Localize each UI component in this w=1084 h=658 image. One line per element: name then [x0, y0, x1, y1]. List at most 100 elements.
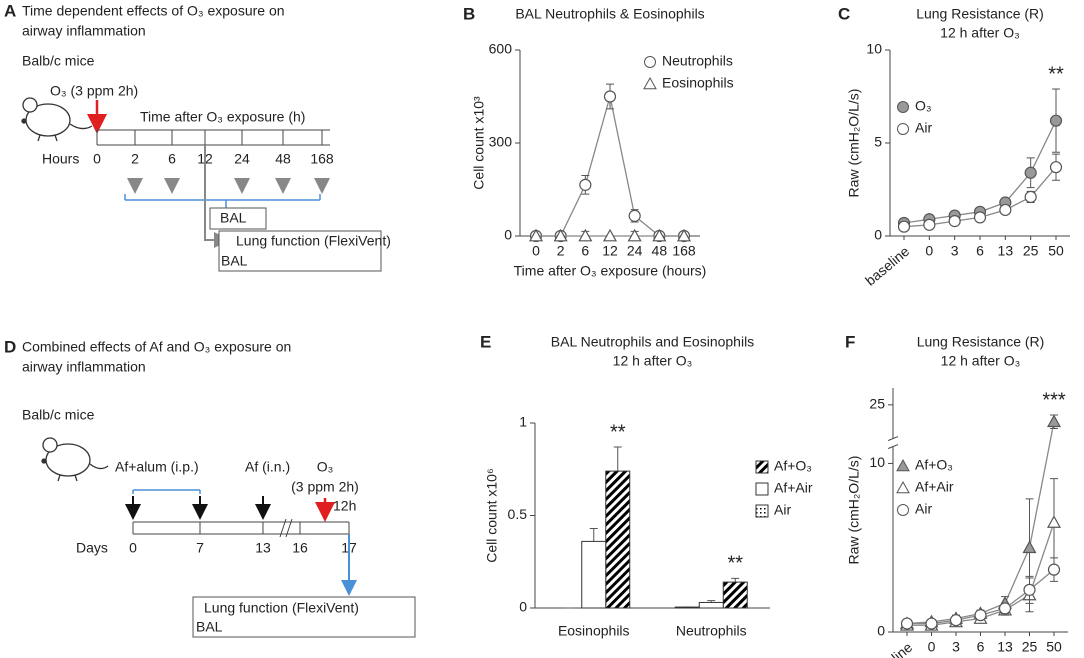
exposure: O₃ (3 ppm 2h) [50, 83, 138, 99]
marker [602, 228, 618, 242]
y-tick-label: 300 [489, 134, 513, 150]
x-tick-label: 13 [998, 243, 1014, 259]
timeline-label: Time after O₃ exposure (h) [140, 109, 305, 125]
marker [627, 228, 642, 242]
box [192, 596, 416, 638]
x-tick-label: 0 [925, 243, 933, 259]
x-tick-label: 24 [627, 243, 643, 259]
x-tick-label: 48 [652, 243, 668, 259]
marker [974, 609, 987, 622]
marker [628, 209, 641, 222]
legend-marker [897, 101, 909, 113]
marker [923, 218, 936, 231]
x-tick-label: 168 [672, 243, 696, 259]
panel-label: B [463, 4, 475, 23]
mouse-icon [21, 97, 93, 142]
bracket [132, 489, 201, 494]
x-tick-label: 25 [1022, 639, 1038, 655]
y-tick-label: 10 [869, 454, 885, 470]
legend-label: Air [774, 502, 791, 518]
legend-label: Af+O₃ [915, 457, 953, 473]
x-tick-label: 13 [997, 639, 1013, 655]
marker [553, 228, 568, 242]
x-tick-label: Neutrophils [676, 623, 747, 639]
legend-label: O₃ [915, 98, 932, 114]
sensitization: Af+alum (i.p.) [115, 459, 199, 475]
x-tick-label: 12 [602, 243, 618, 259]
annotation: ** [1048, 63, 1064, 85]
chart-subtitle: 12 h after O₃ [613, 353, 693, 369]
marker [578, 228, 593, 242]
legend-label: Af+Air [915, 479, 954, 495]
y-tick-label: 0 [519, 599, 527, 615]
title-line: Combined effects of Af and O₃ exposure o… [22, 339, 291, 355]
timeline [132, 518, 350, 538]
marker [676, 228, 692, 242]
exposure: O₃ [317, 459, 334, 475]
marker [1046, 414, 1062, 428]
x-tick-label: 3 [952, 639, 960, 655]
chart-title: Lung Resistance (R) [917, 334, 1045, 350]
chart-title: Lung Resistance (R) [916, 6, 1044, 22]
marker [1049, 161, 1063, 174]
error-bar [613, 446, 622, 472]
series-line [536, 96, 684, 237]
delay: 12h [333, 498, 356, 514]
y-tick-label: 0 [504, 227, 512, 243]
legend-marker [643, 76, 657, 90]
marker [579, 178, 592, 191]
y-tick-label: 0.5 [508, 506, 528, 522]
marker [1024, 166, 1037, 179]
chart-title: BAL Neutrophils & Eosinophils [515, 6, 704, 22]
axis-break [887, 436, 899, 450]
marker [603, 90, 617, 103]
box [218, 230, 382, 272]
annotation: ** [610, 421, 626, 443]
marker [949, 614, 963, 627]
legend-marker [897, 504, 909, 516]
title-line: airway inflammation [22, 359, 146, 375]
x-tick-label: 3 [951, 243, 959, 259]
bar [581, 540, 607, 609]
time-label: 48 [275, 151, 291, 167]
time-label: 6 [168, 151, 176, 167]
x-tick-label: baseline [865, 639, 915, 658]
chart-subtitle: 12 h after O₃ [940, 25, 1020, 41]
bar [605, 470, 631, 609]
sample-arrows [127, 178, 330, 194]
day-label: 13 [255, 540, 271, 556]
subject: Balb/c mice [22, 53, 95, 69]
x-tick-label: baseline [862, 243, 912, 289]
marker [925, 617, 938, 630]
bracket [124, 194, 321, 208]
legend-marker [897, 123, 909, 135]
marker [652, 228, 667, 242]
title-line: airway inflammation [22, 23, 146, 39]
marker [1024, 190, 1037, 204]
marker [998, 602, 1012, 615]
legend-label: Air [915, 120, 932, 136]
x-tick-label: 6 [977, 639, 985, 655]
axis-label: Hours [42, 151, 79, 167]
challenge: Af (i.n.) [245, 459, 290, 475]
error-bar [589, 527, 598, 542]
legend-marker [896, 480, 910, 494]
x-tick-label: 50 [1046, 639, 1062, 655]
marker [897, 220, 911, 233]
y-axis-label: Cell count x10⁶ [484, 468, 500, 562]
chart-subtitle: 12 h after O₃ [941, 353, 1021, 369]
marker [948, 215, 961, 228]
panel-label: F [845, 332, 855, 351]
marker [900, 617, 914, 630]
legend-label: Neutrophils [662, 53, 733, 69]
x-axis-label: Time after O₃ exposure (hours) [514, 263, 707, 279]
marker [1022, 540, 1037, 554]
y-tick-label: 10 [866, 41, 882, 57]
legend-label: Af+O₃ [774, 458, 812, 474]
x-tick-label: 0 [532, 243, 540, 259]
subject: Balb/c mice [22, 407, 95, 423]
x-tick-label: 2 [557, 243, 565, 259]
x-tick-label: Eosinophils [558, 623, 630, 639]
marker [973, 211, 987, 224]
